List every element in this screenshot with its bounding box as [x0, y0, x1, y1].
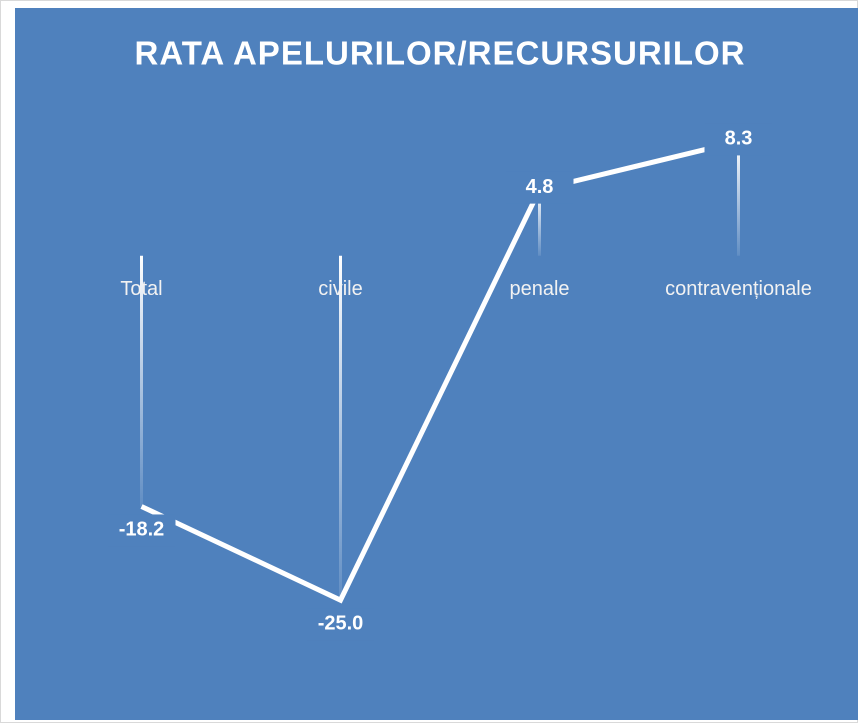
label-background: [306, 608, 375, 641]
label-background: [505, 171, 574, 204]
drop-line: [737, 141, 740, 256]
drop-line: [538, 189, 541, 256]
data-label: 4.8: [526, 176, 554, 198]
data-label: -25.0: [318, 612, 364, 634]
drop-line: [140, 255, 143, 507]
drop-line: [339, 255, 342, 601]
data-label: 8.3: [725, 128, 753, 150]
data-line: [140, 138, 740, 604]
category-label: Total: [120, 278, 162, 300]
label-background: [107, 514, 176, 547]
category-label: civile: [318, 278, 362, 300]
category-label: contravenționale: [665, 278, 812, 300]
label-background: [704, 123, 773, 156]
category-label: penale: [509, 278, 569, 300]
chart-title: RATA APELURILOR/RECURSURILOR: [135, 35, 746, 72]
data-label: -18.2: [119, 519, 165, 541]
